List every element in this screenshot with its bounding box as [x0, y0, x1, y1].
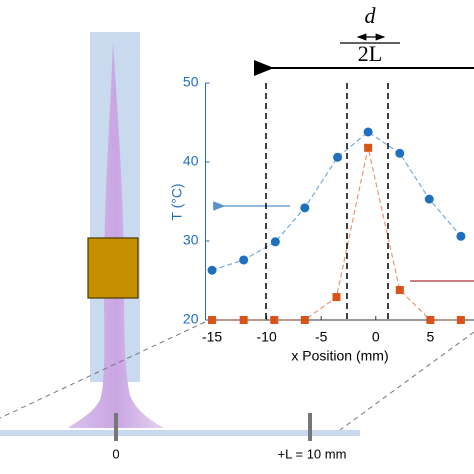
y-tick-label: 50	[183, 74, 199, 90]
data-point	[363, 127, 373, 137]
data-point	[332, 293, 341, 302]
y-tick-label: 40	[183, 153, 199, 169]
data-point	[456, 316, 465, 324]
x-tick-label: 5	[426, 329, 434, 345]
data-point	[300, 203, 310, 213]
y-tick-label: 30	[183, 232, 199, 248]
zoom-line	[0, 321, 206, 419]
data-point	[395, 148, 405, 158]
x-tick-label: 0	[372, 329, 380, 345]
origin-tick	[114, 413, 118, 441]
data-point	[239, 255, 249, 265]
data-point	[395, 285, 404, 294]
x-tick-label: -5	[315, 329, 328, 345]
data-point	[239, 316, 248, 324]
data-point	[424, 194, 434, 204]
series-line	[211, 131, 462, 271]
data-point	[270, 237, 280, 247]
data-point	[456, 231, 466, 241]
fraction-bottom: 2L	[358, 41, 382, 66]
zoom-line	[339, 331, 474, 431]
length-tick	[308, 413, 312, 441]
data-point	[300, 316, 309, 324]
x-tick-label: -15	[202, 329, 222, 345]
base-bar	[0, 430, 360, 436]
data-point	[207, 265, 217, 275]
flame	[68, 42, 164, 428]
origin-label: 0	[112, 446, 119, 461]
y-tick-label: 20	[183, 311, 199, 327]
plot: 20 30 40 50 -15 -10 -5 0 5	[183, 74, 474, 345]
x-tick-label: -10	[257, 329, 277, 345]
y-axis-label: T (°C)	[169, 183, 185, 220]
data-point	[270, 316, 279, 324]
data-point	[333, 152, 343, 162]
data-point	[208, 316, 217, 324]
data-point	[426, 316, 435, 324]
length-label: +L = 10 mm	[278, 446, 347, 461]
x-axis-label: x Position (mm)	[291, 348, 388, 364]
heater-block	[87, 237, 139, 299]
data-point	[364, 143, 373, 152]
fraction-top: d	[365, 3, 377, 28]
